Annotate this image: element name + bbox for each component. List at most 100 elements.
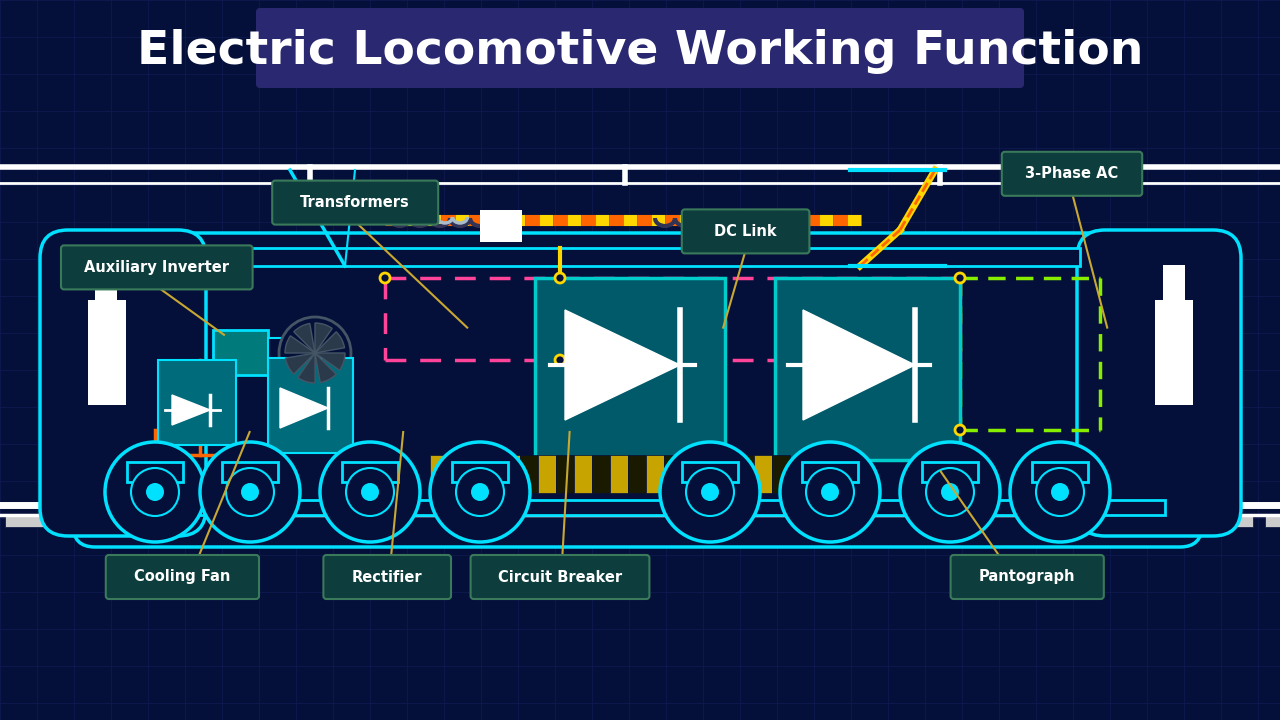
Text: Circuit Breaker: Circuit Breaker <box>498 570 622 585</box>
FancyBboxPatch shape <box>73 233 1202 547</box>
Bar <box>485 515 532 527</box>
Circle shape <box>556 355 564 365</box>
Bar <box>268 338 285 368</box>
Bar <box>484 455 502 493</box>
Text: Electric Locomotive Working Function: Electric Locomotive Working Function <box>137 30 1143 74</box>
Bar <box>502 455 520 493</box>
Bar <box>65 515 113 527</box>
Bar <box>127 462 183 482</box>
Bar <box>5 515 52 527</box>
Text: Cooling Fan: Cooling Fan <box>134 570 230 585</box>
Circle shape <box>1010 442 1110 542</box>
Wedge shape <box>315 353 337 382</box>
FancyBboxPatch shape <box>273 181 438 225</box>
Text: Pantograph: Pantograph <box>979 570 1075 585</box>
Circle shape <box>380 273 390 283</box>
Bar <box>754 455 772 493</box>
Circle shape <box>955 425 965 435</box>
Bar <box>724 515 773 527</box>
Text: Rectifier: Rectifier <box>352 570 422 585</box>
Circle shape <box>925 468 974 516</box>
Circle shape <box>820 483 838 501</box>
Bar <box>905 515 954 527</box>
Bar <box>718 455 736 493</box>
Circle shape <box>430 442 530 542</box>
Bar <box>666 515 713 527</box>
Bar <box>922 462 978 482</box>
Text: Auxiliary Inverter: Auxiliary Inverter <box>84 260 229 275</box>
Bar <box>95 265 116 307</box>
Bar <box>452 462 508 482</box>
Bar <box>480 210 522 242</box>
Bar <box>538 455 556 493</box>
Bar <box>611 455 628 493</box>
Text: Transformers: Transformers <box>301 195 410 210</box>
Bar <box>965 515 1012 527</box>
Wedge shape <box>285 353 315 374</box>
Wedge shape <box>315 323 333 353</box>
FancyBboxPatch shape <box>61 246 252 289</box>
Circle shape <box>346 468 394 516</box>
FancyBboxPatch shape <box>40 230 206 536</box>
FancyBboxPatch shape <box>106 555 259 599</box>
Circle shape <box>320 442 420 542</box>
Bar <box>88 300 125 405</box>
Bar <box>700 455 718 493</box>
Circle shape <box>1051 483 1069 501</box>
Circle shape <box>900 442 1000 542</box>
Bar <box>466 455 484 493</box>
FancyBboxPatch shape <box>256 8 1024 88</box>
Bar <box>1204 515 1253 527</box>
Circle shape <box>701 483 719 501</box>
Text: DC Link: DC Link <box>714 224 777 239</box>
Polygon shape <box>280 388 328 428</box>
Wedge shape <box>285 336 315 353</box>
Bar <box>736 455 754 493</box>
Bar <box>785 515 833 527</box>
Circle shape <box>780 442 881 542</box>
Bar <box>682 462 739 482</box>
Bar <box>1164 265 1185 307</box>
Circle shape <box>556 273 564 283</box>
Bar <box>772 455 790 493</box>
Bar <box>115 500 1165 515</box>
Wedge shape <box>298 353 315 383</box>
FancyBboxPatch shape <box>1076 230 1242 536</box>
Circle shape <box>955 273 965 283</box>
Text: 3-Phase AC: 3-Phase AC <box>1025 166 1119 181</box>
Bar <box>520 455 538 493</box>
Bar <box>573 455 591 493</box>
Bar <box>545 515 593 527</box>
Bar <box>646 455 664 493</box>
Polygon shape <box>803 310 915 420</box>
Bar <box>425 515 474 527</box>
Bar <box>430 455 448 493</box>
Bar <box>591 455 611 493</box>
Circle shape <box>200 442 300 542</box>
FancyBboxPatch shape <box>157 360 236 445</box>
Wedge shape <box>315 353 346 370</box>
Bar <box>628 455 646 493</box>
Circle shape <box>806 468 854 516</box>
Bar <box>1265 515 1280 527</box>
Bar <box>774 278 960 460</box>
Bar <box>342 462 398 482</box>
Bar <box>125 515 173 527</box>
Polygon shape <box>172 395 210 425</box>
Circle shape <box>456 468 504 516</box>
Bar <box>1032 462 1088 482</box>
Circle shape <box>660 442 760 542</box>
Bar <box>200 248 1080 266</box>
Circle shape <box>941 483 959 501</box>
Bar <box>212 330 268 375</box>
Bar <box>448 455 466 493</box>
Bar <box>1146 515 1193 527</box>
Bar <box>803 462 858 482</box>
Bar <box>305 515 353 527</box>
Circle shape <box>471 483 489 501</box>
Circle shape <box>227 468 274 516</box>
Bar <box>556 455 573 493</box>
Bar <box>682 455 700 493</box>
Circle shape <box>105 442 205 542</box>
Circle shape <box>241 483 259 501</box>
